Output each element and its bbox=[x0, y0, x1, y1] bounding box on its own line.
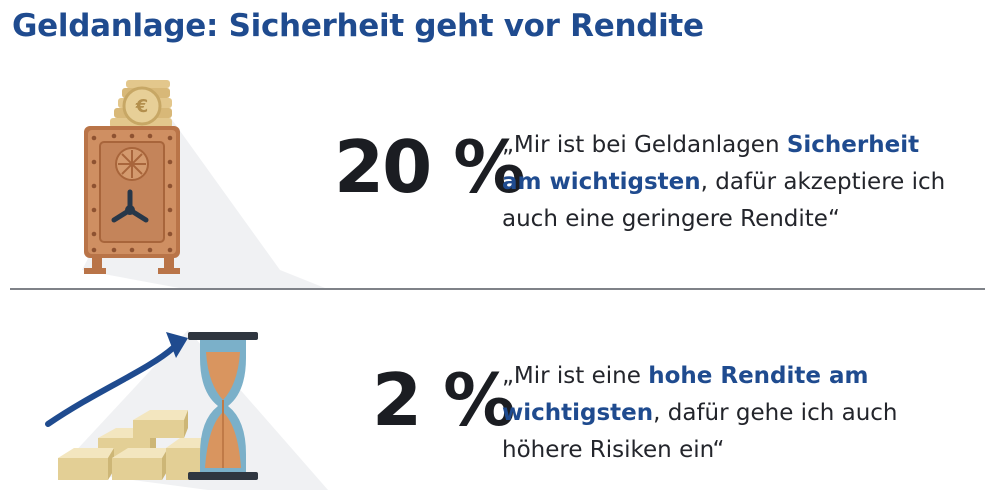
page-title: Geldanlage: Sicherheit geht vor Rendite bbox=[12, 8, 704, 44]
quote-line: höhere Risiken ein“ bbox=[502, 437, 725, 463]
quote-line: wichtigsten, dafür gehe ich auch bbox=[502, 395, 898, 432]
trend-arrow-icon bbox=[45, 345, 176, 427]
quote-highlight: Sicherheit bbox=[786, 132, 920, 158]
quote-line: auch eine geringere Rendite“ bbox=[502, 206, 840, 232]
safe-with-coins-icon: € bbox=[82, 80, 330, 290]
percent-return: 2 % bbox=[372, 358, 515, 442]
svg-text:€: € bbox=[135, 96, 149, 117]
quote-return: „Mir ist eine hohe Rendite am wichtigste… bbox=[502, 358, 898, 469]
divider bbox=[10, 288, 985, 290]
quote-highlight: wichtigsten bbox=[502, 400, 654, 426]
percent-security: 20 % bbox=[334, 125, 525, 209]
gold-bars-hourglass-icon bbox=[45, 330, 328, 490]
quote-line: am wichtigsten, dafür akzeptiere ich bbox=[502, 164, 945, 201]
quote-security: „Mir ist bei Geldanlagen Sicherheit am w… bbox=[502, 127, 945, 238]
quote-highlight: hohe Rendite am bbox=[648, 363, 869, 389]
gold-bars-icon bbox=[58, 410, 210, 480]
quote-line: „Mir ist eine hohe Rendite am bbox=[502, 358, 898, 395]
quote-text: , dafür akzeptiere ich bbox=[700, 169, 946, 195]
quote-text: „Mir ist bei Geldanlagen bbox=[502, 132, 787, 158]
quote-highlight: am wichtigsten bbox=[502, 169, 701, 195]
quote-text: , dafür gehe ich auch bbox=[653, 400, 898, 426]
hourglass-icon bbox=[188, 332, 258, 480]
coins-icon: € bbox=[110, 80, 172, 128]
quote-text: „Mir ist eine bbox=[502, 363, 649, 389]
quote-line: „Mir ist bei Geldanlagen Sicherheit bbox=[502, 127, 945, 164]
